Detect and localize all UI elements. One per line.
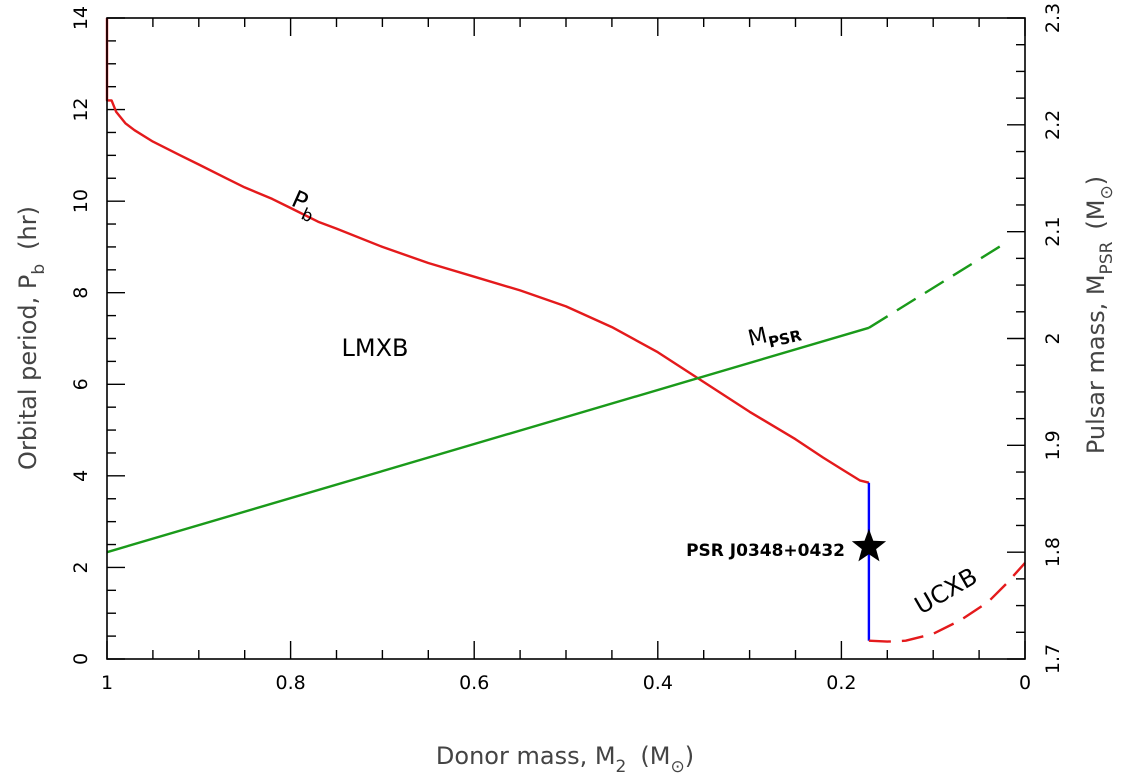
y-left-tick-label: 4 [70, 470, 92, 482]
plot-frame [106, 17, 1026, 660]
series-group [105, 18, 1026, 643]
sun-symbol-icon-right: ⊙ [1097, 185, 1117, 199]
y-left-tick-label: 10 [70, 189, 92, 213]
annotation-lmxb: LMXB [342, 334, 409, 362]
y-left-tick-label: 2 [70, 561, 92, 573]
y-right-axis-title: Pulsar mass, MPSR(M⊙) [1082, 176, 1117, 454]
series-line-2 [868, 562, 1026, 643]
star-marker-icon [851, 528, 887, 562]
y-right-tick-label: 2.1 [1042, 217, 1064, 247]
sun-symbol-icon: ⊙ [670, 757, 684, 777]
x-tick-label: 0.6 [459, 672, 489, 694]
series-line-0 [105, 18, 870, 484]
x-tick-label: 0 [1019, 672, 1031, 694]
x-tick-label: 0.2 [826, 672, 856, 694]
annotation-psr-label: PSR J0348+0432 [686, 541, 845, 561]
annotation-ucxb: UCXB [910, 562, 982, 620]
y-right-tick-label: 2.3 [1042, 3, 1064, 33]
y-right-tick-label: 1.8 [1042, 537, 1064, 567]
series-line-4 [868, 241, 1008, 329]
y-right-tick-label: 2.2 [1042, 110, 1064, 140]
y-right-tick-label: 1.7 [1042, 644, 1064, 674]
y-left-tick-label: 6 [70, 378, 92, 390]
y-right-tick-label: 2 [1042, 332, 1064, 344]
y-left-tick-label: 14 [70, 6, 92, 30]
y-left-tick-label: 12 [70, 97, 92, 121]
ticks-group: 1 0.8 0.6 0.4 0.2 0 0 2 4 6 8 10 12 14 1.7 1.8 1.9 2 2.1 2.… [70, 3, 1064, 694]
x-axis-title: Donor mass, M2 (M⊙) [436, 742, 694, 777]
y-right-tick-label: 1.9 [1042, 430, 1064, 460]
x-tick-label: 0.4 [643, 672, 673, 694]
x-tick-label: 0.8 [275, 672, 305, 694]
y-left-axis-title: Orbital period, Pb(hr) [14, 206, 49, 470]
x-tick-label: 1 [101, 672, 113, 694]
y-left-tick-label: 8 [70, 287, 92, 299]
series-line-3 [106, 326, 870, 554]
y-left-tick-label: 0 [70, 653, 92, 665]
